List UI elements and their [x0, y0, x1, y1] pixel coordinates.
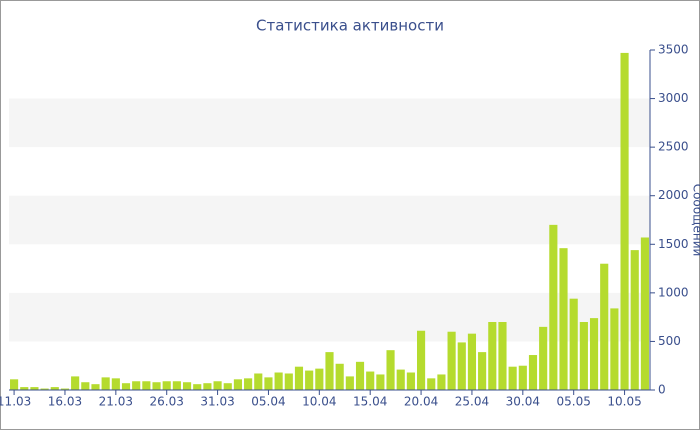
x-tick-label: 10.04 — [302, 395, 336, 409]
x-tick-label: 21.03 — [99, 395, 133, 409]
bar — [457, 342, 466, 390]
y-tick-label: 3000 — [658, 91, 689, 105]
bar — [81, 382, 90, 390]
y-tick-label: 1500 — [658, 237, 689, 251]
chart-title: Статистика активности — [256, 17, 444, 35]
bar — [121, 383, 131, 390]
bar — [467, 333, 477, 390]
bar — [630, 250, 639, 390]
bar — [355, 361, 365, 390]
bar — [162, 381, 171, 390]
bar — [589, 318, 599, 390]
x-tick-label: 20.04 — [404, 395, 438, 409]
bar — [498, 322, 507, 390]
x-tick-label: 15.04 — [353, 395, 387, 409]
bar — [223, 383, 232, 390]
bar — [488, 322, 497, 390]
x-tick-label: 16.03 — [48, 395, 82, 409]
bar — [528, 355, 538, 390]
bar — [60, 388, 70, 390]
bar — [193, 384, 202, 390]
bar — [30, 387, 39, 390]
bar — [182, 382, 192, 390]
x-tick-label: 31.03 — [200, 395, 234, 409]
bar — [101, 377, 110, 390]
x-tick-label: 26.03 — [150, 395, 184, 409]
bar — [640, 237, 649, 390]
bar — [539, 326, 548, 390]
bar — [111, 378, 120, 390]
y-tick-label: 0 — [658, 383, 666, 397]
bar — [396, 369, 405, 390]
grid-band — [9, 195, 650, 245]
bar — [559, 248, 568, 390]
bar — [335, 363, 344, 390]
bar — [244, 378, 253, 390]
x-tick-label: 05.05 — [557, 395, 591, 409]
bar — [20, 387, 29, 390]
y-tick-label: 1000 — [658, 285, 689, 299]
bar — [264, 377, 273, 390]
bar — [213, 381, 222, 390]
bar — [437, 374, 446, 390]
y-tick-label: 500 — [658, 334, 681, 348]
y-tick-label: 2500 — [658, 140, 689, 154]
bar — [600, 263, 609, 390]
bar — [447, 331, 456, 390]
x-tick-label: 25.04 — [455, 395, 489, 409]
bar — [366, 371, 375, 390]
bar — [233, 379, 242, 390]
bar — [315, 368, 324, 390]
bar — [620, 52, 629, 391]
bar — [417, 330, 426, 390]
x-tick-label: 30.04 — [506, 395, 540, 409]
bar — [376, 374, 385, 390]
bar — [518, 365, 527, 390]
bar — [10, 379, 19, 390]
x-tick-label: 11.03 — [0, 395, 31, 409]
bar — [549, 224, 558, 390]
bar — [579, 322, 588, 390]
bar — [610, 308, 619, 390]
bar — [172, 381, 181, 390]
x-tick-label: 05.04 — [251, 395, 285, 409]
grid-band — [9, 98, 650, 148]
bar — [50, 387, 59, 390]
bar — [274, 372, 283, 390]
bar — [478, 352, 487, 390]
bar — [569, 298, 578, 390]
y-axis-label: Сообщений — [691, 184, 700, 257]
y-tick-label: 2000 — [658, 188, 689, 202]
bar — [386, 350, 395, 390]
bar — [294, 366, 304, 390]
bar — [142, 381, 151, 390]
bar — [40, 388, 49, 390]
bar — [427, 378, 436, 390]
bar — [305, 370, 314, 390]
bar — [325, 352, 334, 390]
bar — [152, 382, 161, 390]
bar — [91, 384, 100, 390]
bar — [254, 373, 263, 390]
bar — [132, 381, 141, 390]
bar — [71, 376, 80, 390]
bar — [284, 373, 293, 390]
x-tick-label: 10.05 — [607, 395, 641, 409]
bar — [508, 366, 517, 390]
bar — [345, 376, 354, 390]
y-tick-label: 3500 — [658, 43, 689, 57]
bar — [203, 383, 212, 390]
bar — [406, 372, 415, 390]
